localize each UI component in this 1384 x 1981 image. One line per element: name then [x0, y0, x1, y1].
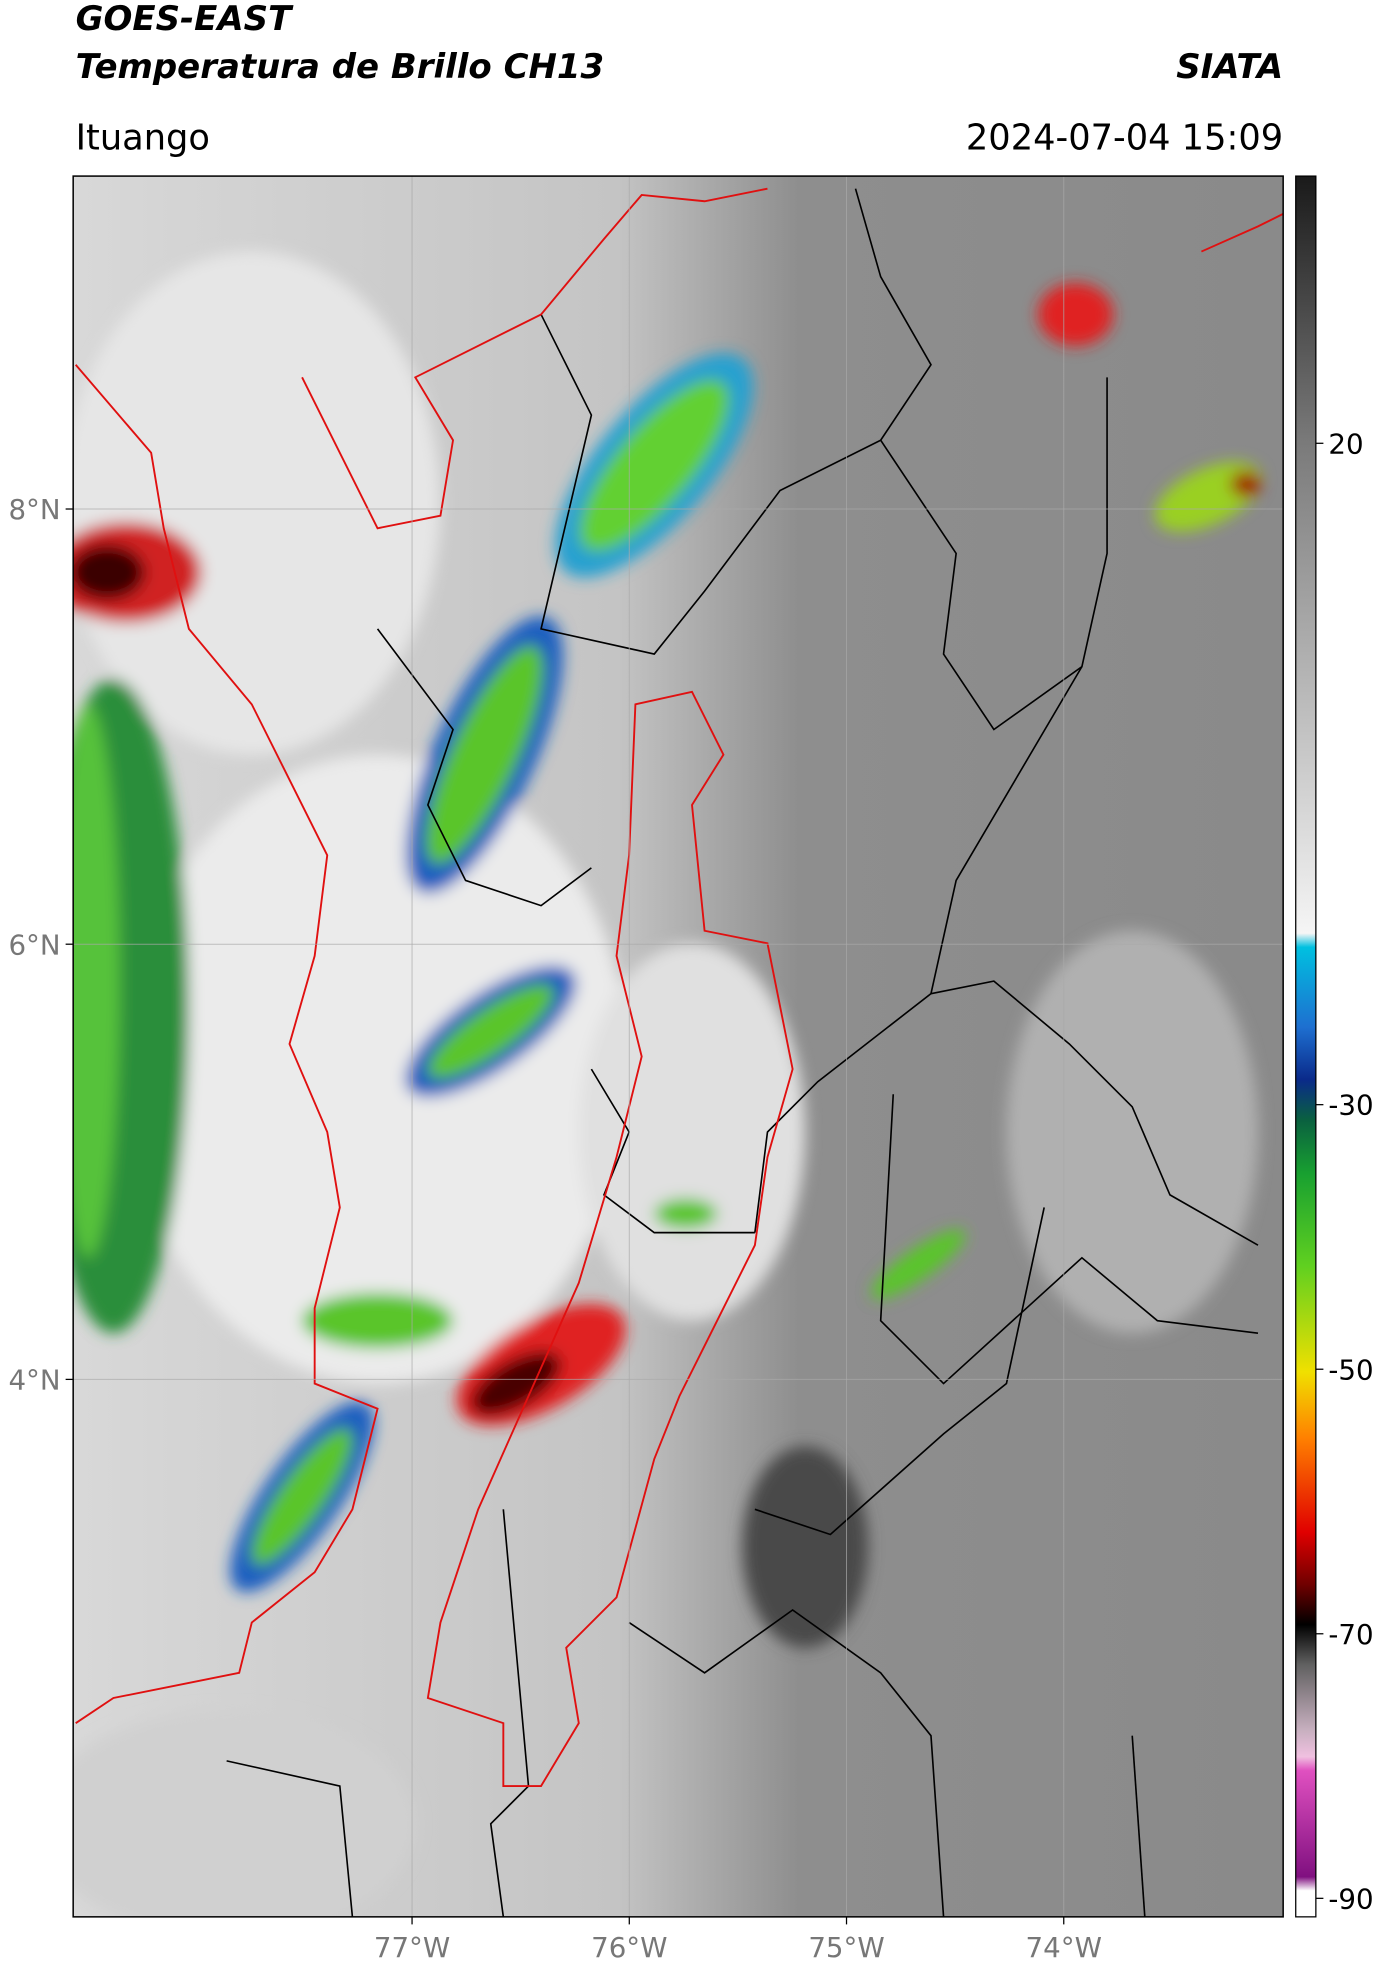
- y-tick-label: 6°N: [8, 928, 60, 961]
- map-axes: 77°W 76°W 75°W 74°W 8°N 6°N 4°N: [8, 493, 1101, 1964]
- gridlines: [73, 176, 1284, 1917]
- map-frame: [72, 175, 1284, 1918]
- subtitle: Temperatura de Brillo CH13: [76, 47, 604, 87]
- colorbar-tick-label: -50: [1328, 1353, 1373, 1386]
- boundaries: [226, 188, 1259, 1917]
- brand: SIATA: [1176, 47, 1283, 87]
- colorbar-tick-label: -90: [1328, 1882, 1373, 1915]
- x-tick-label: 76°W: [591, 1931, 667, 1964]
- colorbar-tick-label: -30: [1328, 1089, 1373, 1122]
- region-outline: [74, 187, 1284, 1787]
- x-tick-label: 77°W: [374, 1931, 450, 1964]
- colorbar-tick-label: 20: [1328, 427, 1363, 460]
- x-tick-label: 75°W: [808, 1931, 884, 1964]
- title: GOES-EAST: [76, 0, 294, 39]
- colorbar-ticks: 20 -30 -50 -70 -90: [1315, 427, 1374, 1915]
- x-tick-label: 74°W: [1026, 1931, 1102, 1964]
- map: [73, 176, 1284, 1917]
- datetime: 2024-07-04 15:09: [966, 118, 1283, 159]
- cloud-field: [73, 251, 1261, 1917]
- colorbar-tick-label: -70: [1328, 1618, 1373, 1651]
- y-tick-label: 4°N: [8, 1363, 60, 1396]
- location: Ituango: [76, 118, 210, 159]
- colorbar: [1295, 175, 1317, 1918]
- y-tick-label: 8°N: [8, 493, 60, 526]
